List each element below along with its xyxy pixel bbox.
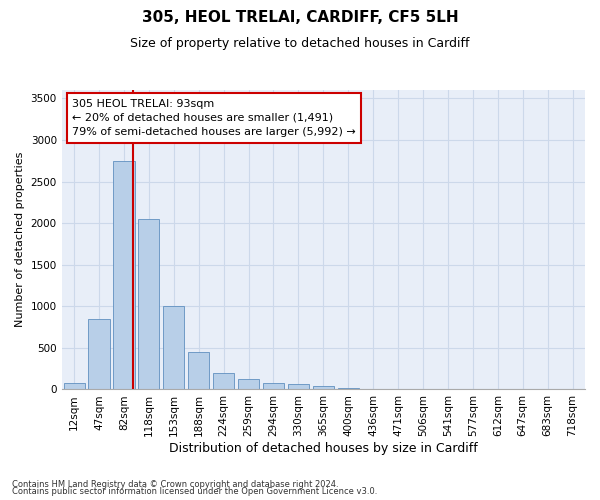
Bar — [362, 388, 384, 390]
Bar — [238, 378, 259, 390]
Bar — [213, 373, 234, 390]
Bar — [64, 383, 85, 390]
Text: Contains public sector information licensed under the Open Government Licence v3: Contains public sector information licen… — [12, 487, 377, 496]
Text: Size of property relative to detached houses in Cardiff: Size of property relative to detached ho… — [130, 38, 470, 51]
Bar — [288, 384, 309, 390]
Text: Contains HM Land Registry data © Crown copyright and database right 2024.: Contains HM Land Registry data © Crown c… — [12, 480, 338, 489]
X-axis label: Distribution of detached houses by size in Cardiff: Distribution of detached houses by size … — [169, 442, 478, 455]
Bar — [188, 352, 209, 390]
Y-axis label: Number of detached properties: Number of detached properties — [15, 152, 25, 328]
Bar — [138, 219, 160, 390]
Text: 305 HEOL TRELAI: 93sqm
← 20% of detached houses are smaller (1,491)
79% of semi-: 305 HEOL TRELAI: 93sqm ← 20% of detached… — [72, 99, 356, 137]
Bar — [338, 388, 359, 390]
Bar — [263, 383, 284, 390]
Text: 305, HEOL TRELAI, CARDIFF, CF5 5LH: 305, HEOL TRELAI, CARDIFF, CF5 5LH — [142, 10, 458, 25]
Bar — [88, 319, 110, 390]
Bar — [313, 386, 334, 390]
Bar — [163, 306, 184, 390]
Bar — [113, 160, 134, 390]
